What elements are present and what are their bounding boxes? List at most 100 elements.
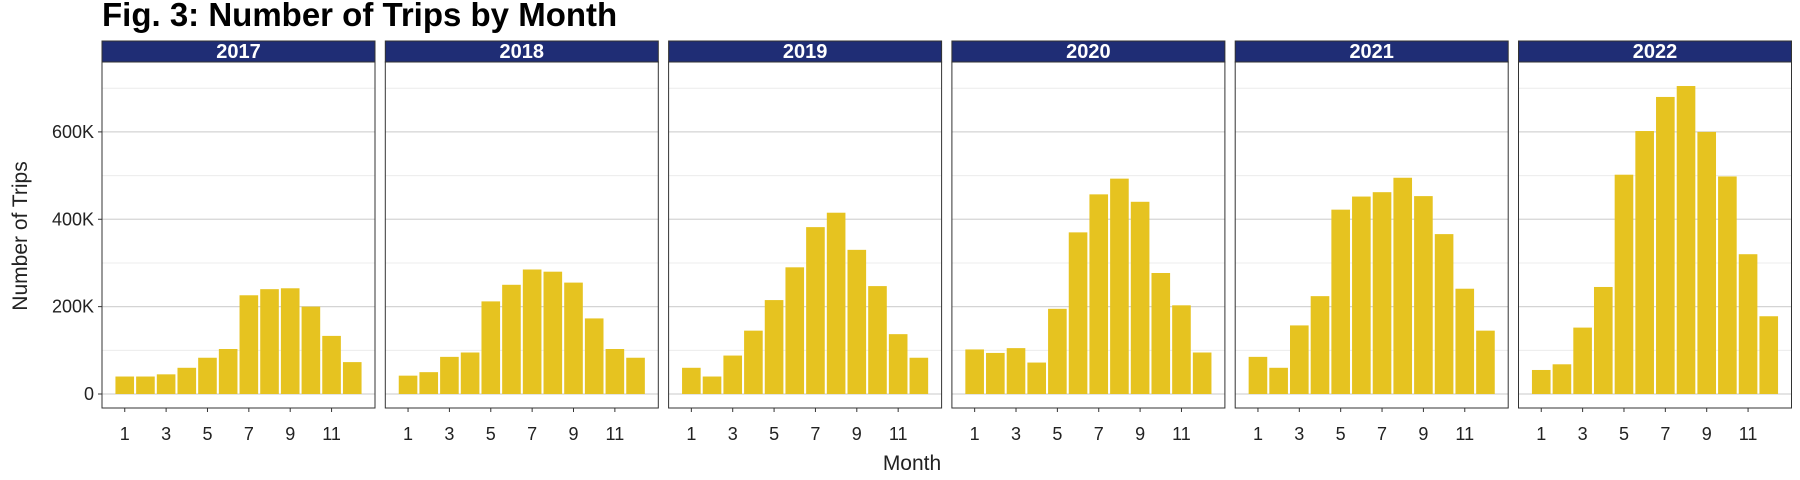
- bar-2022-month-10: [1718, 176, 1737, 394]
- bar-2017-month-6: [218, 349, 238, 394]
- x-axis-title: Month: [883, 452, 941, 475]
- bar-2019-month-8: [826, 212, 846, 394]
- x-tick-label: 9: [285, 424, 295, 444]
- x-tick-label: 11: [1739, 424, 1758, 444]
- bar-2021-month-8: [1393, 177, 1413, 394]
- bar-2021-month-11: [1455, 288, 1475, 394]
- bar-2021-month-9: [1414, 196, 1433, 394]
- bar-2017-month-10: [301, 306, 321, 394]
- x-tick-label: 11: [322, 424, 341, 444]
- facet-panel-2017: 1 3 5 7 9 11 2017: [101, 40, 376, 444]
- facet-panel-2020: 1 3 5 7 9 11 2020: [951, 40, 1226, 444]
- bar-2021-month-4: [1310, 296, 1330, 394]
- x-tick-label: 7: [1660, 424, 1670, 444]
- bar-2017-month-11: [322, 335, 341, 394]
- bar-2020-month-11: [1172, 305, 1191, 394]
- bar-2017-month-12: [342, 362, 362, 394]
- facet-panel-2019: 1 3 5 7 9 11 2019: [668, 40, 943, 444]
- facet-strip: [384, 40, 659, 63]
- bar-2019-month-2: [702, 376, 722, 394]
- y-tick-label: 400K: [52, 209, 94, 229]
- bar-2022-month-9: [1697, 131, 1717, 395]
- x-tick-label: 3: [1011, 424, 1021, 444]
- bar-2017-month-5: [198, 357, 217, 394]
- x-tick-label: 3: [161, 424, 171, 444]
- y-axis: 0 200K 400K 600K: [52, 122, 102, 404]
- bar-2017-month-3: [156, 374, 176, 394]
- bar-2019-month-1: [682, 367, 701, 394]
- facet-strip-label: 2022: [1633, 41, 1678, 63]
- facet-strip-label: 2017: [216, 41, 261, 63]
- x-tick-label: 5: [1336, 424, 1346, 444]
- bar-2017-month-9: [280, 288, 300, 394]
- bar-2018-month-7: [522, 269, 542, 394]
- facet-strip-label: 2020: [1066, 41, 1111, 63]
- bar-2019-month-9: [847, 249, 867, 394]
- bar-2019-month-11: [888, 334, 908, 394]
- facet-strip: [668, 40, 943, 63]
- bar-2021-month-10: [1434, 234, 1454, 394]
- bar-2018-month-6: [502, 284, 521, 394]
- x-tick-label: 5: [486, 424, 496, 444]
- bar-2022-month-7: [1656, 96, 1675, 395]
- facet-panel-2022: 1 3 5 7 9 11 2022: [1518, 40, 1792, 444]
- bar-2018-month-9: [564, 282, 583, 394]
- facet-strip-label: 2021: [1349, 41, 1394, 63]
- bar-2020-month-3: [1006, 348, 1026, 394]
- x-tick-label: 7: [1377, 424, 1387, 444]
- bar-2018-month-10: [584, 318, 604, 394]
- x-tick-label: 1: [686, 424, 696, 444]
- x-tick-label: 11: [1455, 424, 1474, 444]
- bar-2022-month-11: [1738, 254, 1758, 394]
- bar-2018-month-11: [605, 349, 625, 394]
- x-tick-label: 7: [810, 424, 820, 444]
- x-tick-label: 7: [527, 424, 537, 444]
- bar-2018-month-12: [626, 357, 645, 394]
- bar-2022-month-1: [1531, 369, 1551, 394]
- x-tick-label: 3: [444, 424, 454, 444]
- x-tick-label: 9: [1702, 424, 1712, 444]
- x-tick-label: 5: [1052, 424, 1062, 444]
- x-tick-label: 9: [1135, 424, 1145, 444]
- facet-strip-label: 2018: [500, 41, 545, 63]
- bar-2022-month-2: [1552, 364, 1572, 394]
- bar-2021-month-7: [1372, 192, 1392, 394]
- y-tick-label: 200K: [52, 297, 94, 317]
- bar-2022-month-3: [1573, 327, 1592, 394]
- bar-2020-month-4: [1027, 362, 1047, 394]
- bar-2021-month-5: [1331, 209, 1350, 394]
- bar-2020-month-1: [965, 349, 984, 394]
- chart-title: Fig. 3: Number of Trips by Month: [102, 0, 617, 33]
- facet-strip: [101, 40, 376, 63]
- bar-2022-month-6: [1635, 131, 1654, 394]
- x-tick-label: 11: [606, 424, 625, 444]
- bar-2019-month-5: [764, 300, 784, 394]
- y-tick-label: 0: [84, 384, 94, 404]
- facet-strip-label: 2019: [783, 41, 828, 63]
- bar-2017-month-4: [177, 367, 197, 394]
- x-tick-label: 1: [1536, 424, 1546, 444]
- x-tick-label: 9: [568, 424, 578, 444]
- facet-strip: [1518, 40, 1792, 63]
- bar-2021-month-2: [1269, 367, 1288, 394]
- bar-2017-month-2: [136, 376, 155, 394]
- x-tick-label: 3: [1578, 424, 1588, 444]
- x-tick-label: 1: [403, 424, 413, 444]
- bar-2022-month-5: [1614, 174, 1634, 394]
- bar-2020-month-10: [1151, 272, 1171, 394]
- bar-2020-month-7: [1089, 194, 1109, 394]
- x-tick-label: 3: [1294, 424, 1304, 444]
- bar-2019-month-3: [723, 355, 743, 394]
- bar-2020-month-9: [1130, 201, 1150, 394]
- bar-2020-month-8: [1110, 178, 1129, 394]
- bar-2022-month-4: [1593, 286, 1613, 394]
- bar-2019-month-4: [744, 330, 763, 394]
- bar-2022-month-8: [1676, 86, 1696, 395]
- bar-2020-month-6: [1068, 232, 1088, 394]
- x-tick-label: 1: [1253, 424, 1263, 444]
- bar-2018-month-5: [481, 301, 501, 394]
- x-tick-label: 7: [1094, 424, 1104, 444]
- facet-strip: [951, 40, 1226, 63]
